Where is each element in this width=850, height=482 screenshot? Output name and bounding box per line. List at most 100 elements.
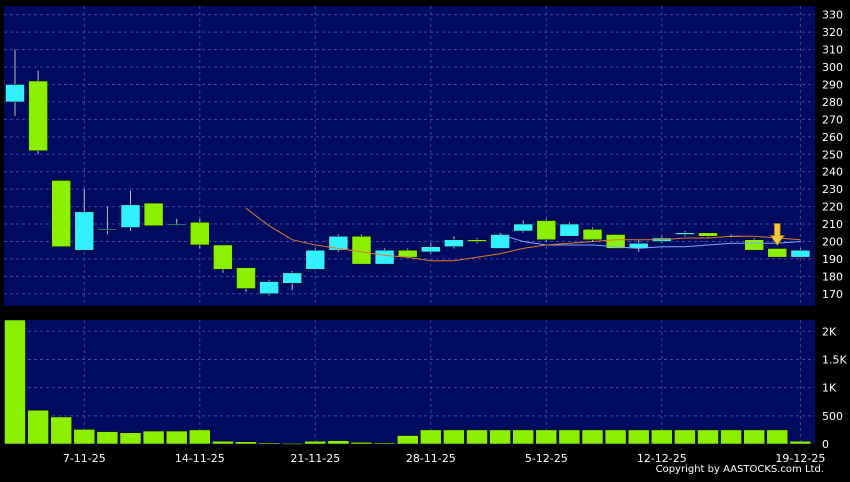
candle-up <box>374 249 395 265</box>
candle-down <box>698 232 718 237</box>
volume-tick-label: 0 <box>822 438 829 451</box>
candle-down <box>51 180 71 247</box>
volume-bar <box>443 429 465 445</box>
volume-panel: 0 500 1K 1.5K 2K 7-11-25 14-11-25 21-11-25 28-11… <box>4 319 847 465</box>
price-tick-label: 230 <box>822 183 843 196</box>
candle-down <box>213 244 233 270</box>
volume-bar <box>142 430 165 445</box>
volume-bar <box>604 429 627 445</box>
candle-down <box>143 202 164 227</box>
volume-bar <box>4 319 26 445</box>
volume-tick-label: 1.5K <box>822 353 847 366</box>
volume-tick-label: 1K <box>822 382 837 395</box>
price-tick-label: 260 <box>822 131 843 144</box>
volume-tick-label: 2K <box>822 325 837 338</box>
price-tick-label: 240 <box>822 166 843 179</box>
candle-down <box>536 220 557 240</box>
moving-average-short-line <box>245 207 801 262</box>
candle-down <box>236 267 256 289</box>
volume-bar <box>396 435 419 445</box>
candle-up <box>328 235 349 251</box>
candle-up <box>166 223 187 226</box>
volume-tick-label: 500 <box>822 410 843 423</box>
x-tick-label: 12-12-25 <box>637 452 687 465</box>
volume-bar <box>789 440 812 445</box>
copyright-text: Copyright by AASTOCKS.com Ltd. <box>655 464 824 475</box>
volume-bar <box>466 429 488 445</box>
price-tick-label: 210 <box>822 218 843 231</box>
volume-bar <box>627 429 650 445</box>
volume-plot-area <box>4 320 815 444</box>
candle-down <box>605 234 626 249</box>
volume-bar <box>73 429 96 445</box>
candle-down <box>467 239 487 242</box>
marker-arrow-icon <box>769 223 786 247</box>
candle-down <box>767 248 788 258</box>
candle-up <box>790 249 811 258</box>
volume-bar <box>651 429 673 445</box>
price-tick-label: 170 <box>822 288 843 301</box>
price-tick-label: 180 <box>822 270 843 283</box>
candle-down <box>190 222 210 246</box>
price-tick-label: 270 <box>822 113 843 126</box>
volume-bar <box>304 440 327 445</box>
volume-bar <box>697 429 719 445</box>
volume-bar <box>327 440 350 445</box>
volume-bar <box>258 442 280 445</box>
volume-bar <box>235 441 257 445</box>
candle-up <box>490 234 510 249</box>
volume-bar <box>581 429 604 445</box>
volume-bar <box>420 429 442 445</box>
price-plot-area <box>4 6 815 306</box>
volume-bar <box>27 409 49 445</box>
candle-up <box>259 281 279 295</box>
candle-down <box>397 249 418 258</box>
x-tick-label: 19-12-25 <box>775 452 825 465</box>
candle-down <box>351 235 372 265</box>
candle-up <box>74 211 95 251</box>
candle-up <box>444 239 464 247</box>
x-tick-label: 7-11-25 <box>63 452 106 465</box>
volume-bar <box>373 442 396 445</box>
candle-up <box>559 223 580 237</box>
volume-bar <box>766 429 789 445</box>
volume-bar <box>96 431 119 445</box>
volume-bar <box>743 429 765 445</box>
candle-up <box>305 249 326 270</box>
candle-up <box>120 204 141 228</box>
volume-bar <box>189 429 211 445</box>
price-tick-label: 190 <box>822 253 843 266</box>
x-tick-label: 28-11-25 <box>406 452 456 465</box>
volume-bar <box>50 416 72 445</box>
x-tick-label: 14-11-25 <box>175 452 225 465</box>
price-tick-label: 250 <box>822 148 843 161</box>
price-tick-label: 320 <box>822 26 843 39</box>
candle-up <box>421 246 441 253</box>
volume-bar <box>512 429 534 445</box>
candle-up <box>97 229 118 231</box>
volume-bar <box>720 429 742 445</box>
volume-bar <box>165 430 188 445</box>
candle-down <box>28 80 48 152</box>
price-tick-label: 330 <box>822 9 843 22</box>
volume-bar <box>119 432 142 445</box>
price-tick-label: 200 <box>822 235 843 248</box>
volume-bar <box>535 429 558 445</box>
candle-up <box>282 272 302 284</box>
x-tick-label: 5-12-25 <box>525 452 568 465</box>
price-tick-label: 280 <box>822 96 843 109</box>
candle-up <box>513 223 533 232</box>
candle-up <box>675 232 695 235</box>
volume-bar <box>558 429 581 445</box>
price-tick-label: 310 <box>822 44 843 57</box>
price-tick-label: 300 <box>822 61 843 74</box>
price-panel: 170 180 190 200 210 220 230 240 250 260 270 280 290 3… <box>4 6 843 306</box>
price-tick-label: 290 <box>822 78 843 91</box>
volume-bar <box>212 440 234 445</box>
candle-down <box>744 239 764 251</box>
volume-bar <box>350 442 373 445</box>
x-tick-label: 21-11-25 <box>290 452 340 465</box>
price-tick-label: 220 <box>822 201 843 214</box>
